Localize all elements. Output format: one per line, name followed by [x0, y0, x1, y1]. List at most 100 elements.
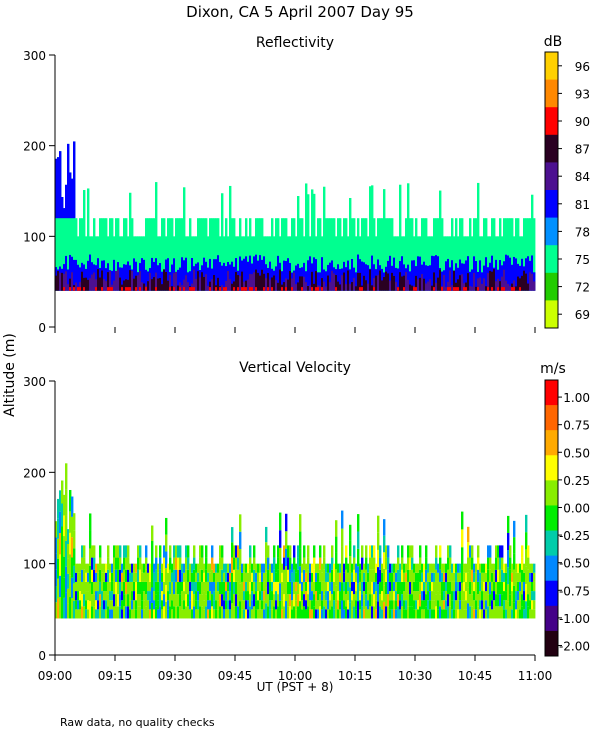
reflectivity-cell — [371, 285, 374, 291]
velocity-cell — [383, 568, 386, 586]
velocity-cell — [337, 591, 340, 601]
reflectivity-cell — [519, 278, 522, 291]
reflectivity-cell — [479, 260, 482, 291]
velocity-cell — [453, 600, 456, 610]
reflectivity-cell — [105, 268, 108, 291]
velocity-cell — [459, 563, 462, 573]
velocity-cell — [99, 606, 102, 619]
velocity-cell — [57, 558, 60, 579]
reflectivity-cell — [269, 279, 272, 291]
velocity-cell — [509, 569, 512, 582]
velocity-cell — [531, 581, 534, 592]
reflectivity-cell — [125, 287, 128, 291]
reflectivity-cell — [71, 178, 74, 219]
velocity-cell — [393, 609, 396, 619]
velocity-cell — [343, 563, 346, 573]
velocity-cell — [147, 563, 150, 573]
reflectivity-cell — [285, 261, 288, 291]
velocity-cell — [239, 531, 242, 550]
velocity-cell — [77, 563, 80, 573]
velocity-cell — [329, 591, 332, 601]
velocity-cell — [181, 609, 184, 619]
reflectivity-cell — [481, 283, 484, 291]
velocity-cell — [99, 545, 102, 558]
velocity-cell — [369, 594, 372, 607]
velocity-cell — [127, 545, 130, 558]
velocity-cell — [271, 600, 274, 610]
y-tick-label: 100 — [23, 230, 46, 244]
velocity-cell — [225, 609, 228, 619]
velocity-cell — [431, 600, 434, 610]
velocity-cell — [185, 606, 188, 619]
reflectivity-cell — [437, 277, 440, 291]
reflectivity-cell — [503, 287, 506, 291]
velocity-cell — [471, 569, 474, 582]
velocity-cell — [105, 572, 108, 582]
velocity-cell — [515, 563, 518, 573]
velocity-cell — [61, 526, 64, 550]
velocity-cell — [331, 606, 334, 619]
velocity-cell — [311, 572, 314, 582]
reflectivity-cell — [93, 272, 96, 291]
velocity-cell — [127, 569, 130, 582]
velocity-cell — [211, 606, 214, 619]
reflectivity-cell — [369, 186, 372, 291]
velocity-cell — [193, 606, 196, 619]
velocity-cell — [167, 591, 170, 601]
reflectivity-cell — [423, 218, 426, 291]
reflectivity-cell — [507, 255, 510, 291]
reflectivity-cell — [243, 287, 246, 291]
colorbar-label: 0.00 — [563, 501, 590, 515]
velocity-cell — [341, 528, 344, 547]
reflectivity-cell — [469, 271, 472, 291]
velocity-cell — [323, 581, 326, 595]
velocity-cell — [385, 594, 388, 607]
velocity-cell — [493, 600, 496, 610]
reflectivity-cell — [397, 236, 400, 291]
velocity-cell — [125, 606, 128, 619]
reflectivity-cell — [245, 280, 248, 291]
velocity-cell — [185, 545, 188, 558]
velocity-cell — [363, 591, 366, 601]
velocity-cell — [63, 494, 66, 516]
colorbar-segment — [545, 405, 558, 431]
reflectivity-cell — [401, 256, 404, 291]
velocity-cell — [163, 557, 166, 570]
reflectivity-cell — [79, 287, 82, 291]
velocity-cell — [445, 609, 448, 619]
velocity-cell — [79, 600, 82, 610]
velocity-cell — [321, 591, 324, 601]
velocity-cell — [303, 557, 306, 570]
velocity-cell — [341, 600, 344, 619]
reflectivity-cell — [141, 282, 144, 291]
colorbar-segment — [545, 245, 558, 274]
reflectivity-cell — [495, 281, 498, 291]
velocity-cell — [273, 557, 276, 570]
velocity-cell — [391, 572, 394, 582]
reflectivity-cell — [123, 218, 126, 291]
velocity-cell — [129, 600, 132, 610]
velocity-cell — [115, 606, 118, 619]
reflectivity-cell — [533, 218, 536, 291]
velocity-cell — [121, 600, 124, 610]
velocity-cell — [199, 569, 202, 582]
velocity-cell — [385, 606, 388, 619]
velocity-cell — [487, 581, 490, 595]
velocity-cell — [247, 600, 250, 610]
x-tick-label: 10:15 — [338, 669, 373, 683]
velocity-cell — [463, 572, 466, 582]
velocity-cell — [471, 557, 474, 570]
velocity-cell — [513, 537, 516, 554]
reflectivity-cell — [523, 218, 526, 291]
reflectivity-cell — [281, 287, 284, 291]
velocity-cell — [255, 572, 258, 582]
reflectivity-cell — [67, 269, 70, 291]
velocity-cell — [483, 572, 486, 582]
velocity-cell — [175, 594, 178, 607]
reflectivity-cell — [77, 236, 80, 291]
velocity-cell — [155, 581, 158, 595]
reflectivity-cell — [111, 270, 114, 291]
velocity-cell — [427, 563, 430, 573]
reflectivity-cell — [173, 273, 176, 291]
velocity-cell — [489, 594, 492, 607]
